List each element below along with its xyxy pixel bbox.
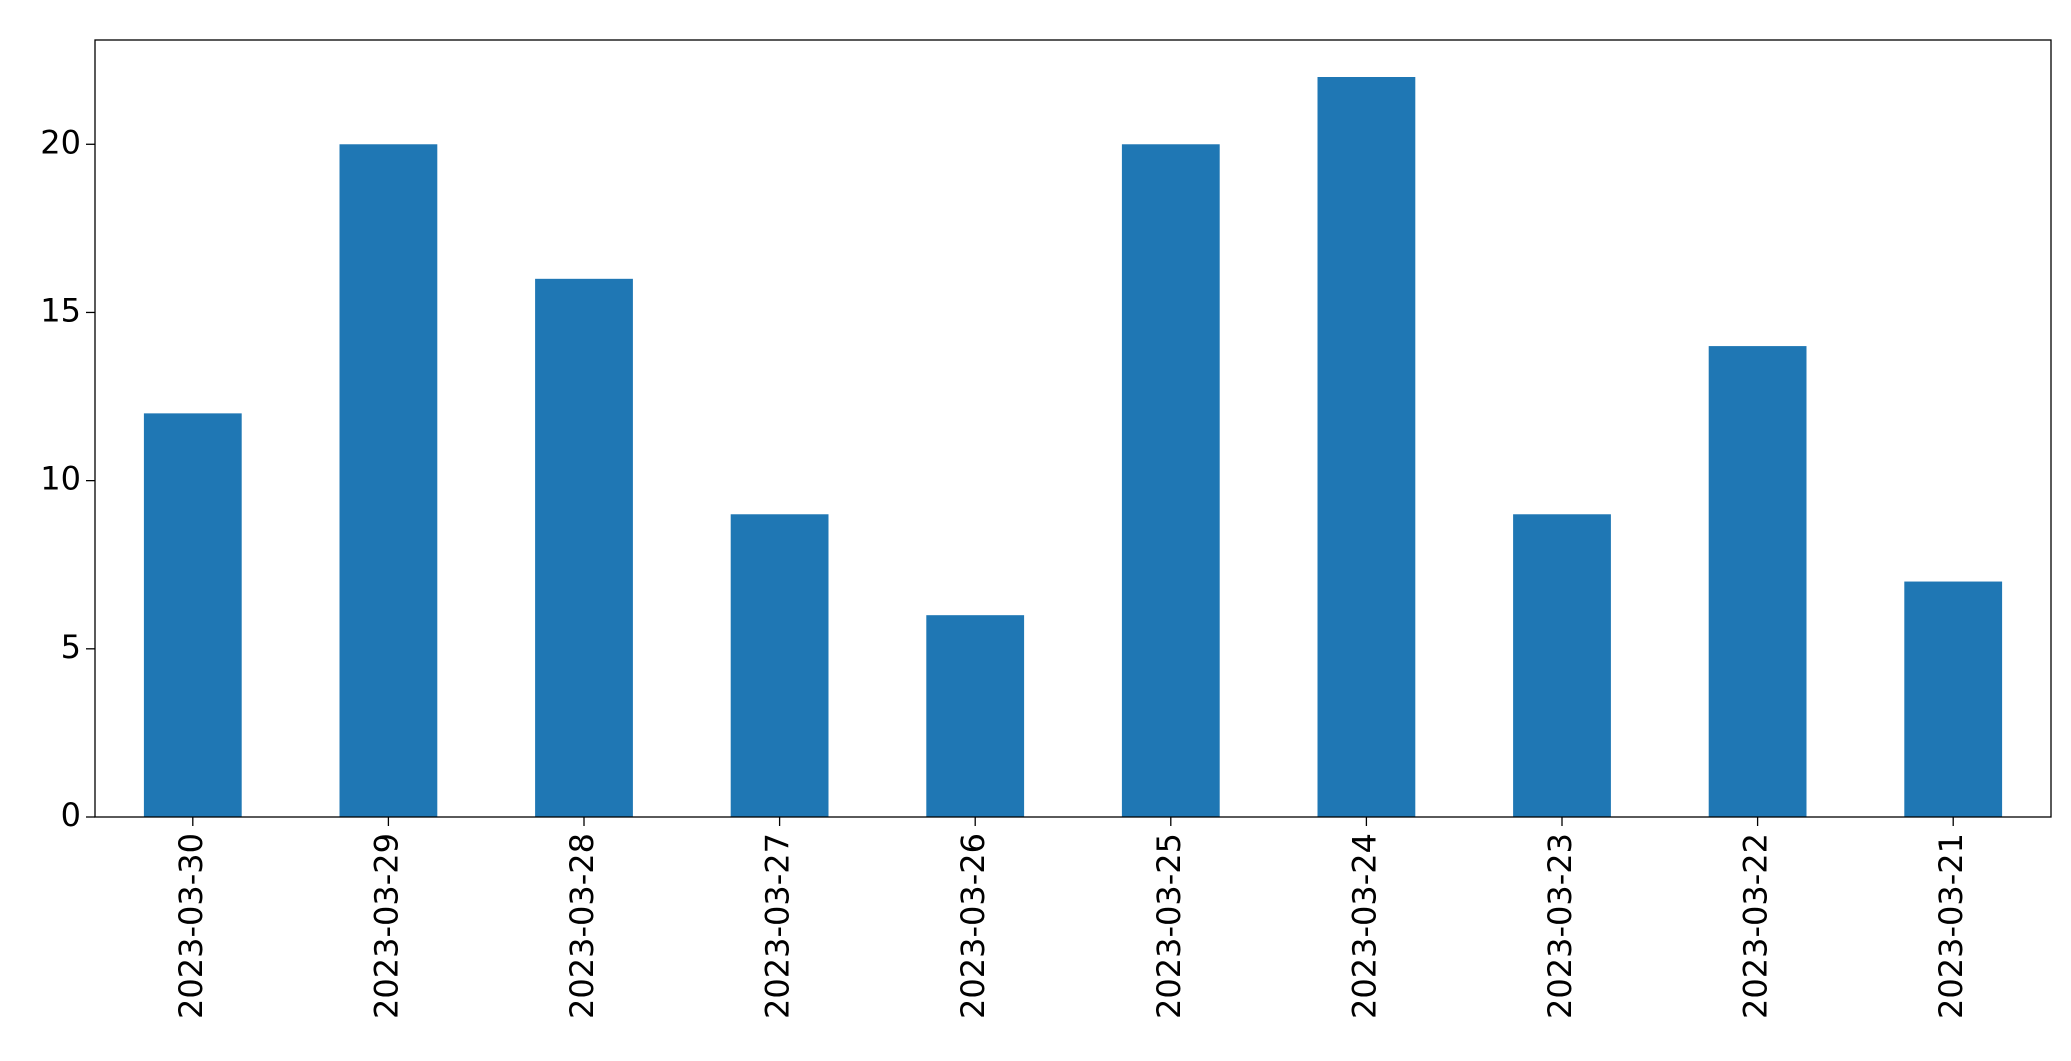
bar bbox=[1317, 77, 1416, 817]
y-tick-label: 20 bbox=[40, 123, 81, 161]
bar bbox=[339, 144, 438, 818]
x-tick-label: 2023-03-24 bbox=[1345, 833, 1383, 1019]
x-tick-label: 2023-03-27 bbox=[759, 833, 797, 1019]
x-tick-label: 2023-03-21 bbox=[1932, 833, 1970, 1019]
bar bbox=[1513, 514, 1611, 817]
x-tick-label: 2023-03-25 bbox=[1150, 833, 1188, 1019]
y-tick-label: 5 bbox=[61, 628, 81, 666]
x-tick-label: 2023-03-23 bbox=[1541, 833, 1579, 1019]
bar bbox=[535, 278, 633, 817]
x-tick-label: 2023-03-22 bbox=[1737, 833, 1775, 1019]
bar bbox=[143, 413, 242, 817]
bar bbox=[1121, 144, 1220, 818]
bar bbox=[1904, 581, 2003, 817]
x-tick-label: 2023-03-30 bbox=[172, 833, 210, 1019]
axes-frame bbox=[94, 39, 2052, 818]
x-tick-label: 2023-03-26 bbox=[954, 833, 992, 1019]
plot-area: 0 5 10 15 20 2023-03-30 2023-03-29 2023-03-28 20… bbox=[40, 77, 2003, 1019]
y-tick-label: 15 bbox=[40, 291, 81, 329]
bar bbox=[926, 615, 1025, 817]
bar bbox=[1708, 346, 1807, 817]
x-tick-label: 2023-03-28 bbox=[563, 833, 601, 1019]
y-tick-label: 10 bbox=[40, 460, 81, 498]
bar bbox=[730, 514, 829, 817]
x-tick-label: 2023-03-29 bbox=[367, 833, 405, 1019]
y-tick-label: 0 bbox=[61, 796, 81, 834]
